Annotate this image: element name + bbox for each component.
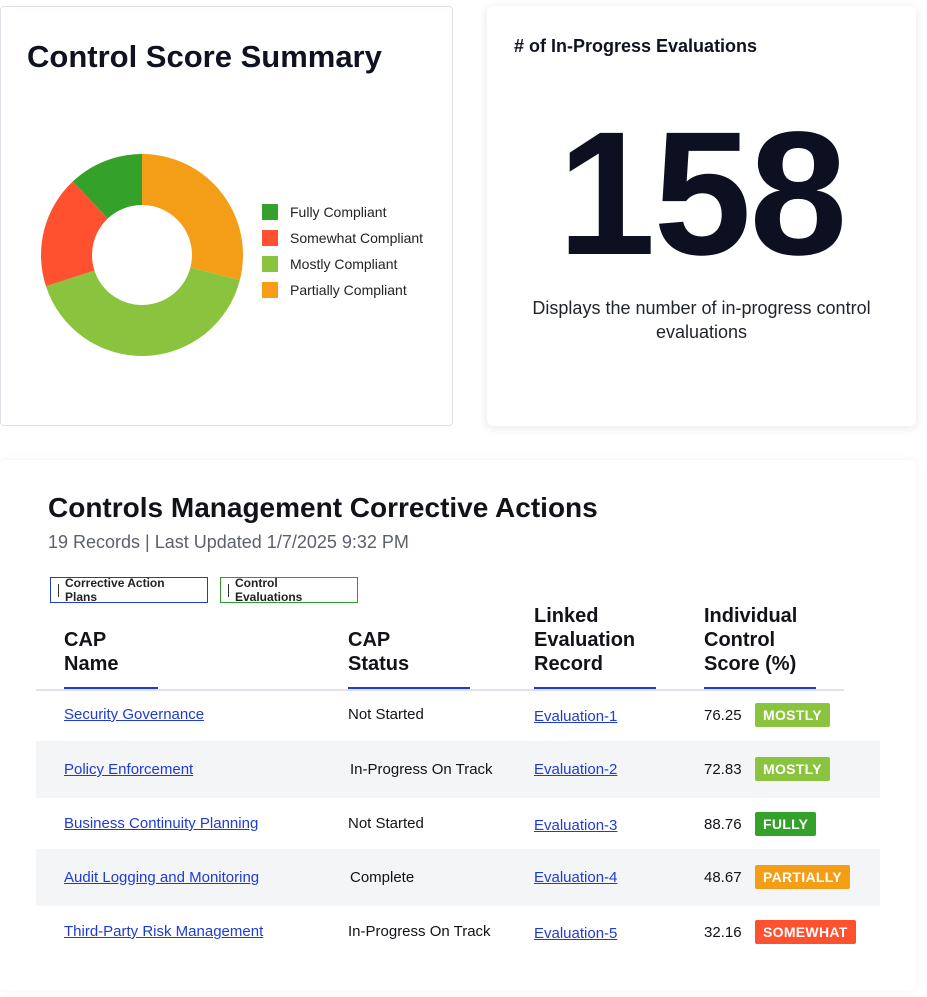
legend-label: Somewhat Compliant: [290, 230, 424, 246]
cap-name-link[interactable]: Audit Logging and Monitoring: [64, 869, 260, 886]
status-badge: MOSTLY: [755, 757, 830, 781]
table-row: Third-Party Risk Management In-Progress …: [36, 906, 880, 960]
donut-chart: [41, 154, 243, 356]
corrective-actions-card: Controls Management Corrective Actions 1…: [0, 460, 916, 990]
cap-name-link[interactable]: Policy Enforcement: [64, 761, 194, 778]
header-underline: [704, 687, 816, 690]
legend-item: Partially Compliant: [262, 277, 423, 303]
score-cell: 76.25 MOSTLY: [704, 703, 830, 727]
header-line: CAP: [64, 629, 107, 651]
cap-status: Complete: [350, 869, 415, 886]
evaluation-link[interactable]: Evaluation-4: [534, 869, 618, 886]
table-row: Security Governance Not Started Evaluati…: [36, 689, 880, 743]
score-cell: 88.76 FULLY: [704, 812, 817, 836]
column-header-cap-status[interactable]: CAP Status: [348, 628, 470, 690]
chart-legend: Fully Compliant Somewhat Compliant Mostl…: [262, 199, 423, 303]
score-value: 88.76: [704, 815, 742, 833]
cap-status: In-Progress On Track: [350, 761, 493, 778]
legend-label: Mostly Compliant: [290, 256, 398, 272]
status-badge: SOMEWHAT: [755, 920, 856, 944]
cap-name-link[interactable]: Third-Party Risk Management: [64, 923, 264, 940]
score-cell: 48.67 PARTIALLY: [704, 865, 850, 889]
in-progress-evaluations-card: # of In-Progress Evaluations 158 Display…: [487, 6, 916, 426]
summary-title: Control Score Summary: [27, 39, 382, 74]
header-underline: [534, 687, 656, 690]
evaluation-link[interactable]: Evaluation-2: [534, 761, 618, 778]
header-line: Record: [534, 653, 603, 675]
donut-slice-mostly-compliant: [45, 267, 240, 356]
header-line: Control: [704, 629, 776, 651]
header-line: Status: [348, 653, 410, 675]
header-line: Evaluation: [534, 629, 636, 651]
evaluation-link[interactable]: Evaluation-3: [534, 817, 618, 834]
header-line: Linked: [534, 605, 599, 627]
records-meta: 19 Records | Last Updated 1/7/2025 9:32 …: [48, 532, 409, 552]
score-cell: 72.83 MOSTLY: [704, 757, 830, 781]
header-divider: [36, 689, 844, 691]
evaluation-link[interactable]: Evaluation-5: [534, 925, 618, 942]
cap-name-link[interactable]: Security Governance: [64, 706, 205, 723]
cap-status: In-Progress On Track: [348, 923, 491, 940]
cap-name-link[interactable]: Business Continuity Planning: [64, 815, 259, 832]
count-card-description: Displays the number of in-progress contr…: [532, 298, 871, 342]
table-title: Controls Management Corrective Actions: [48, 492, 598, 523]
header-underline: [64, 687, 158, 690]
header-line: Score (%): [704, 653, 797, 675]
table-row: Business Continuity Planning Not Started…: [36, 798, 880, 852]
evaluation-link[interactable]: Evaluation-1: [534, 708, 618, 725]
legend-label: Partially Compliant: [290, 282, 407, 298]
status-badge: MOSTLY: [755, 703, 830, 727]
donut-slice-partially-compliant: [142, 154, 243, 281]
header-line: Individual: [704, 605, 798, 627]
legend-item: Fully Compliant: [262, 199, 423, 225]
column-header-score[interactable]: Individual Control Score (%): [704, 604, 816, 690]
status-badge: PARTIALLY: [755, 865, 850, 889]
donut-slice-fully-compliant: [72, 154, 142, 219]
filter-control-evaluations[interactable]: Control Evaluations: [220, 576, 358, 604]
legend-swatch: [262, 204, 278, 220]
table-row: Audit Logging and Monitoring Complete Ev…: [36, 849, 880, 906]
legend-item: Mostly Compliant: [262, 251, 423, 277]
score-value: 72.83: [704, 760, 742, 778]
in-progress-count: 158: [557, 96, 848, 292]
legend-swatch: [262, 256, 278, 272]
cap-status: Not Started: [348, 706, 424, 723]
score-cell: 32.16 SOMEWHAT: [704, 920, 856, 944]
column-header-cap-name[interactable]: CAP Name: [64, 628, 158, 690]
score-value: 32.16: [704, 923, 742, 941]
legend-label: Fully Compliant: [290, 204, 387, 220]
header-line: Name: [64, 653, 119, 675]
filter-corrective-action-plans[interactable]: Corrective Action Plans: [50, 576, 208, 604]
legend-item: Somewhat Compliant: [262, 225, 423, 251]
cap-status: Not Started: [348, 815, 424, 832]
donut-slice-somewhat-compliant: [41, 181, 108, 287]
score-value: 48.67: [704, 868, 742, 886]
score-value: 76.25: [704, 706, 742, 724]
status-badge: FULLY: [755, 812, 817, 836]
header-underline: [348, 687, 470, 690]
column-header-linked-evaluation[interactable]: Linked Evaluation Record: [534, 604, 656, 690]
table-row: Policy Enforcement In-Progress On Track …: [36, 741, 880, 798]
legend-swatch: [262, 282, 278, 298]
count-card-title: # of In-Progress Evaluations: [514, 36, 758, 56]
legend-swatch: [262, 230, 278, 246]
header-line: CAP: [348, 629, 391, 651]
control-score-summary-card: Control Score Summary Fully Compliant So…: [0, 6, 453, 426]
